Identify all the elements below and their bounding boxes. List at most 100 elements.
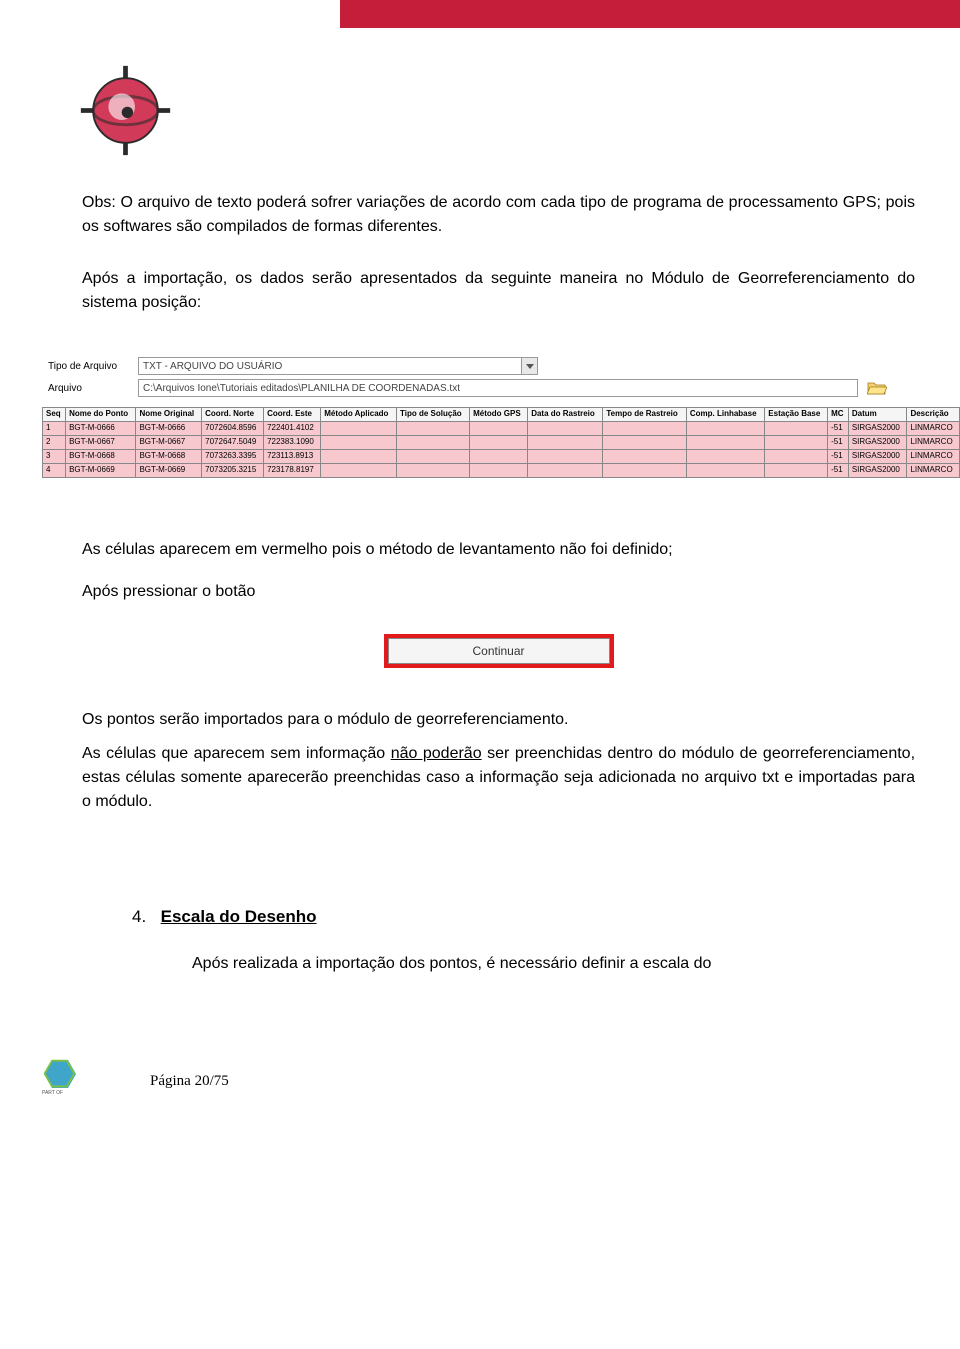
table-cell: -51: [828, 435, 849, 449]
field-arquivo[interactable]: C:\Arquivos Ione\Tutoriais editados\PLAN…: [138, 379, 858, 397]
table-cell: -51: [828, 449, 849, 463]
col-descricao: Descrição: [907, 408, 960, 422]
col-mc: MC: [828, 408, 849, 422]
col-estacao-base: Estação Base: [765, 408, 828, 422]
table-row[interactable]: 4BGT-M-0669BGT-M-06697073205.3215723178.…: [43, 463, 960, 477]
table-cell: [528, 421, 603, 435]
col-comp-linhabase: Comp. Linhabase: [686, 408, 764, 422]
table-cell: [470, 449, 528, 463]
paragraph-red-cells: As células aparecem em vermelho pois o m…: [82, 538, 915, 562]
table-cell: 7073205.3215: [202, 463, 264, 477]
table-cell: SIRGAS2000: [848, 421, 907, 435]
table-cell: [321, 421, 397, 435]
continue-button[interactable]: Continuar: [388, 638, 610, 664]
page-footer: PART OF Página 20/75: [0, 1056, 960, 1096]
folder-open-icon[interactable]: [867, 380, 887, 396]
section-4-body: Após realizada a importação dos pontos, …: [82, 952, 915, 976]
table-cell: 723113.8913: [264, 449, 321, 463]
section-4-header: 4. Escala do Desenho: [82, 904, 915, 930]
col-tipo-solucao: Tipo de Solução: [397, 408, 470, 422]
table-cell: [765, 463, 828, 477]
table-cell: 7072647.5049: [202, 435, 264, 449]
table-cell: [321, 463, 397, 477]
table-cell: [765, 435, 828, 449]
continue-button-screenshot: Continuar: [384, 634, 614, 668]
col-coord-norte: Coord. Norte: [202, 408, 264, 422]
paragraph-after-import: Após a importação, os dados serão aprese…: [82, 267, 915, 315]
field-arquivo-value: C:\Arquivos Ione\Tutoriais editados\PLAN…: [143, 381, 460, 396]
table-header-row: Seq Nome do Ponto Nome Original Coord. N…: [43, 408, 960, 422]
coordinates-table: Seq Nome do Ponto Nome Original Coord. N…: [42, 407, 960, 478]
table-cell: 7072604.8596: [202, 421, 264, 435]
table-cell: [470, 421, 528, 435]
field-tipo-arquivo[interactable]: TXT - ARQUIVO DO USUÁRIO: [138, 357, 538, 375]
col-nome-original: Nome Original: [136, 408, 202, 422]
page-label: Página: [150, 1073, 195, 1089]
col-data-rastreio: Data do Rastreio: [528, 408, 603, 422]
table-cell: BGT-M-0668: [136, 449, 202, 463]
label-arquivo: Arquivo: [48, 381, 138, 396]
table-cell: [470, 463, 528, 477]
col-datum: Datum: [848, 408, 907, 422]
table-cell: [528, 449, 603, 463]
field-tipo-arquivo-value: TXT - ARQUIVO DO USUÁRIO: [143, 359, 282, 374]
table-cell: -51: [828, 463, 849, 477]
table-cell: BGT-M-0666: [66, 421, 136, 435]
brand-partof: PART OF: [42, 1090, 63, 1096]
table-cell: [321, 435, 397, 449]
p6-underline: não poderão: [391, 745, 482, 762]
table-cell: [686, 435, 764, 449]
table-cell: [397, 435, 470, 449]
table-cell: LINMARCO: [907, 435, 960, 449]
table-cell: [470, 435, 528, 449]
table-cell: 722383.1090: [264, 435, 321, 449]
table-cell: [686, 463, 764, 477]
col-metodo-aplicado: Método Aplicado: [321, 408, 397, 422]
chevron-down-icon[interactable]: [521, 358, 537, 374]
table-cell: -51: [828, 421, 849, 435]
table-cell: [765, 421, 828, 435]
table-cell: SIRGAS2000: [848, 463, 907, 477]
table-cell: LINMARCO: [907, 449, 960, 463]
import-screenshot: Tipo de Arquivo TXT - ARQUIVO DO USUÁRIO…: [42, 355, 960, 478]
table-cell: BGT-M-0666: [136, 421, 202, 435]
table-row[interactable]: 2BGT-M-0667BGT-M-06677072647.5049722383.…: [43, 435, 960, 449]
table-cell: BGT-M-0668: [66, 449, 136, 463]
table-cell: LINMARCO: [907, 463, 960, 477]
section-4-number: 4.: [132, 907, 146, 926]
p6-part-a: As células que aparecem sem informação: [82, 745, 391, 762]
table-cell: [397, 463, 470, 477]
header-bar: [340, 0, 960, 28]
table-cell: [603, 421, 687, 435]
paragraph-empty-cells: As células que aparecem sem informação n…: [82, 742, 915, 814]
table-cell: [686, 421, 764, 435]
table-cell: [397, 421, 470, 435]
section-4-title: Escala do Desenho: [161, 907, 317, 926]
table-cell: 1: [43, 421, 66, 435]
table-cell: BGT-M-0669: [66, 463, 136, 477]
target-logo-icon: [78, 63, 173, 158]
table-cell: SIRGAS2000: [848, 435, 907, 449]
table-cell: [603, 463, 687, 477]
product-logo: [78, 63, 960, 163]
hexagon-logo-icon: PART OF: [40, 1056, 80, 1096]
table-cell: 4: [43, 463, 66, 477]
table-cell: 723178.8197: [264, 463, 321, 477]
page-number: 20/75: [195, 1073, 229, 1089]
table-cell: [321, 449, 397, 463]
col-seq: Seq: [43, 408, 66, 422]
paragraph-press-button: Após pressionar o botão: [82, 580, 915, 604]
table-cell: SIRGAS2000: [848, 449, 907, 463]
table-cell: BGT-M-0667: [136, 435, 202, 449]
table-cell: [686, 449, 764, 463]
col-metodo-gps: Método GPS: [470, 408, 528, 422]
table-cell: [528, 463, 603, 477]
table-row[interactable]: 3BGT-M-0668BGT-M-06687073263.3395723113.…: [43, 449, 960, 463]
table-cell: 3: [43, 449, 66, 463]
paragraph-obs: Obs: O arquivo de texto poderá sofrer va…: [82, 191, 915, 239]
table-cell: 722401.4102: [264, 421, 321, 435]
paragraph-points-imported: Os pontos serão importados para o módulo…: [82, 708, 915, 732]
table-row[interactable]: 1BGT-M-0666BGT-M-06667072604.8596722401.…: [43, 421, 960, 435]
table-cell: [603, 449, 687, 463]
col-tempo-rastreio: Tempo de Rastreio: [603, 408, 687, 422]
